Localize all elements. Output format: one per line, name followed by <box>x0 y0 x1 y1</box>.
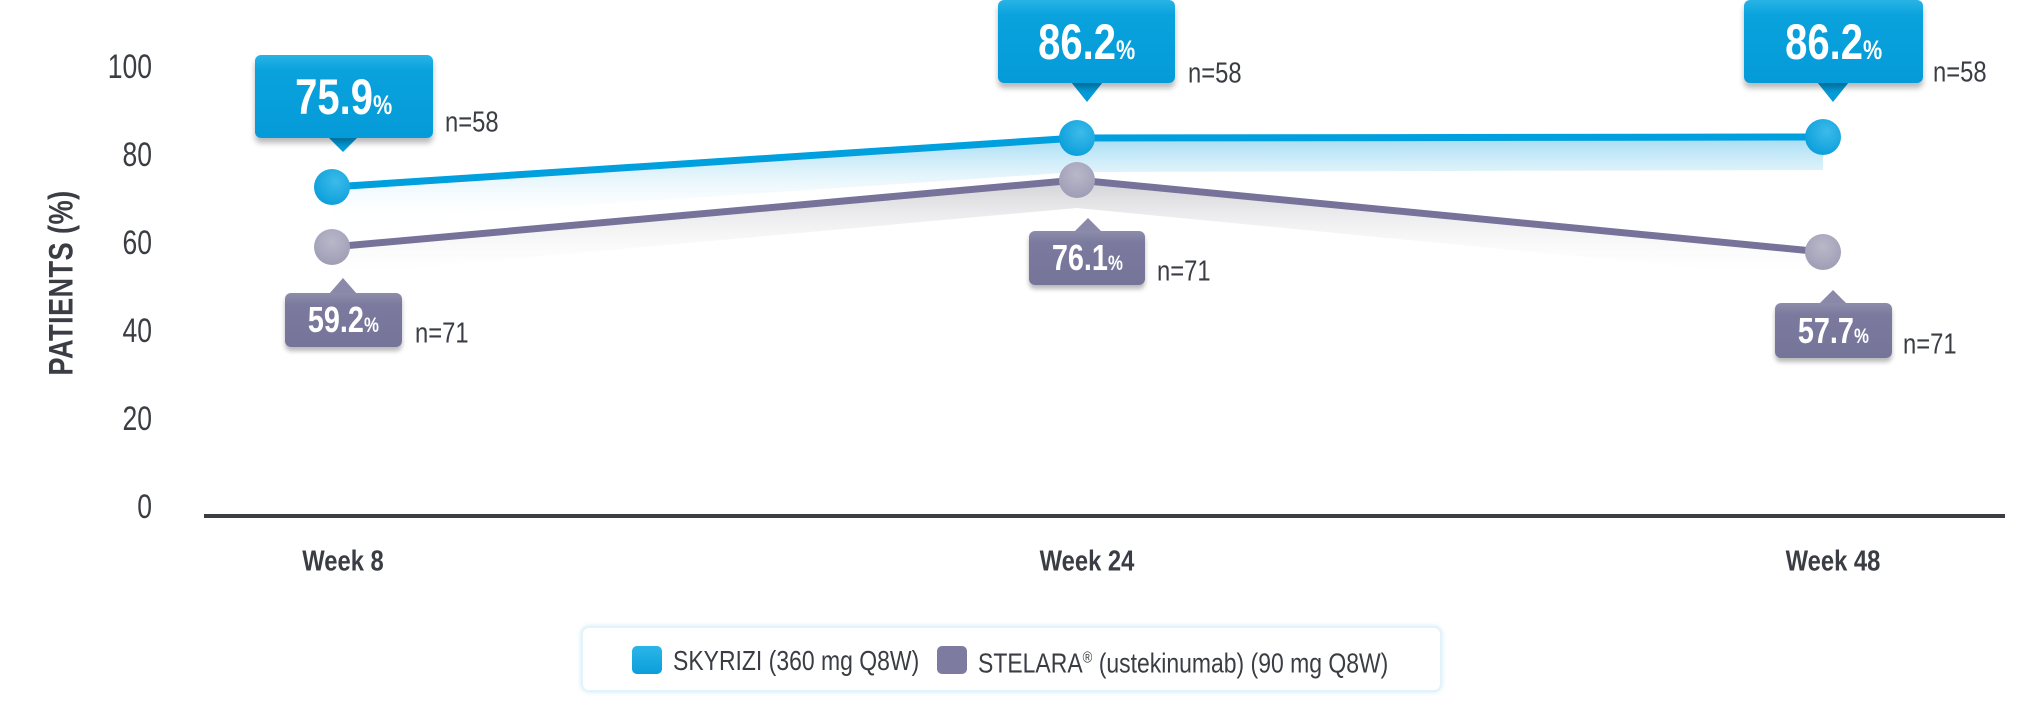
registered-mark: ® <box>1082 649 1093 667</box>
percent-sign: % <box>1107 252 1123 275</box>
y-tick-40: 40 <box>122 312 152 350</box>
stelara-legend-swatch <box>937 646 967 674</box>
stelara-markers <box>314 162 1841 270</box>
callout-value: 76.1 <box>1051 237 1108 278</box>
skyrizi-point-week-48[interactable] <box>1805 119 1841 155</box>
stelara-callout-week-48: 57.7% <box>1775 303 1892 358</box>
percent-sign: % <box>364 314 379 337</box>
stelara-n-week-8: n=71 <box>415 317 469 350</box>
stelara-n-week-24: n=71 <box>1157 255 1211 288</box>
x-label-week-24: Week 24 <box>1039 545 1135 578</box>
skyrizi-n-week-48: n=58 <box>1933 56 1987 89</box>
stelara-point-week-8[interactable] <box>314 229 350 265</box>
chart-legend: SKYRIZI (360 mg Q8W) STELARA® (ustekinum… <box>581 626 1442 692</box>
stelara-callout-week-8: 59.2% <box>285 293 402 347</box>
x-label-week-48: Week 48 <box>1785 545 1881 578</box>
callout-value: 86.2 <box>1037 13 1116 70</box>
callout-pointers <box>327 82 1849 304</box>
skyrizi-callout-week-24: 86.2% <box>998 0 1175 83</box>
stelara-point-week-24[interactable] <box>1059 162 1095 198</box>
stelara-legend-name: STELARA <box>978 647 1083 679</box>
skyrizi-callout-week-8: 75.9% <box>255 55 433 138</box>
stelara-line-shadow <box>332 183 1823 280</box>
skyrizi-legend-label: SKYRIZI (360 mg Q8W) <box>673 645 920 676</box>
skyrizi-callout-week-48: 86.2% <box>1744 0 1923 83</box>
skyrizi-point-week-8[interactable] <box>314 169 350 205</box>
stelara-n-week-48: n=71 <box>1903 328 1957 361</box>
stelara-legend-details: (ustekinumab) (90 mg Q8W) <box>1092 647 1389 679</box>
percent-sign: % <box>373 89 393 120</box>
callout-value: 57.7 <box>1797 309 1855 351</box>
stelara-callout-week-24: 76.1% <box>1029 231 1145 285</box>
skyrizi-n-week-8: n=58 <box>445 106 499 139</box>
y-tick-20: 20 <box>122 400 152 438</box>
skyrizi-point-week-24[interactable] <box>1059 120 1095 156</box>
percent-sign: % <box>1862 34 1883 65</box>
y-tick-100: 100 <box>107 48 152 86</box>
y-tick-0: 0 <box>137 488 152 526</box>
skyrizi-n-week-24: n=58 <box>1188 57 1242 90</box>
y-tick-80: 80 <box>122 136 152 174</box>
stelara-legend-label: STELARA® (ustekinumab) (90 mg Q8W) <box>978 644 1388 677</box>
x-label-week-8: Week 8 <box>302 545 384 578</box>
callout-value: 86.2 <box>1784 13 1863 70</box>
stelara-point-week-48[interactable] <box>1805 234 1841 270</box>
callout-value: 75.9 <box>295 68 374 125</box>
percent-sign: % <box>1854 324 1869 348</box>
y-tick-60: 60 <box>122 224 152 262</box>
skyrizi-line-glow <box>332 140 1823 222</box>
percent-sign: % <box>1115 34 1136 65</box>
callout-value: 59.2 <box>307 299 365 340</box>
skyrizi-legend-swatch <box>632 646 662 674</box>
skyrizi-markers <box>314 119 1841 205</box>
